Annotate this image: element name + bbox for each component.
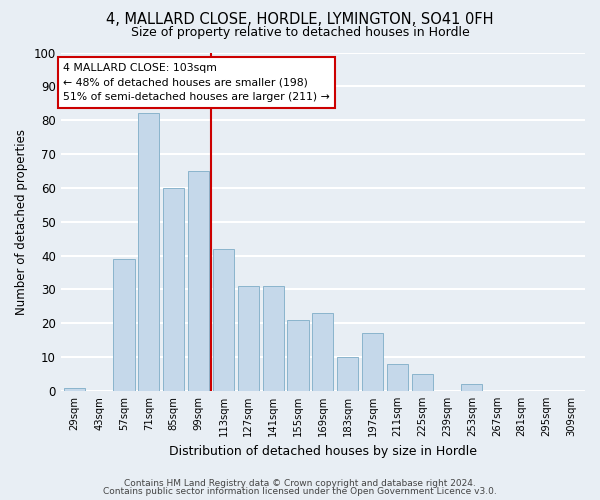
Bar [461, 384, 482, 391]
Bar [139, 114, 160, 391]
Text: 4, MALLARD CLOSE, HORDLE, LYMINGTON, SO41 0FH: 4, MALLARD CLOSE, HORDLE, LYMINGTON, SO4… [106, 12, 494, 28]
Bar [362, 334, 383, 391]
Bar [213, 249, 234, 391]
Bar [113, 259, 134, 391]
Bar [238, 286, 259, 391]
Bar [188, 171, 209, 391]
Text: Contains HM Land Registry data © Crown copyright and database right 2024.: Contains HM Land Registry data © Crown c… [124, 478, 476, 488]
Bar [263, 286, 284, 391]
Bar [312, 313, 334, 391]
Text: Size of property relative to detached houses in Hordle: Size of property relative to detached ho… [131, 26, 469, 39]
Y-axis label: Number of detached properties: Number of detached properties [15, 128, 28, 314]
Text: 4 MALLARD CLOSE: 103sqm
← 48% of detached houses are smaller (198)
51% of semi-d: 4 MALLARD CLOSE: 103sqm ← 48% of detache… [63, 62, 330, 102]
Text: Contains public sector information licensed under the Open Government Licence v3: Contains public sector information licen… [103, 487, 497, 496]
Bar [163, 188, 184, 391]
Bar [412, 374, 433, 391]
Bar [337, 357, 358, 391]
Bar [287, 320, 308, 391]
X-axis label: Distribution of detached houses by size in Hordle: Distribution of detached houses by size … [169, 444, 477, 458]
Bar [64, 388, 85, 391]
Bar [387, 364, 408, 391]
